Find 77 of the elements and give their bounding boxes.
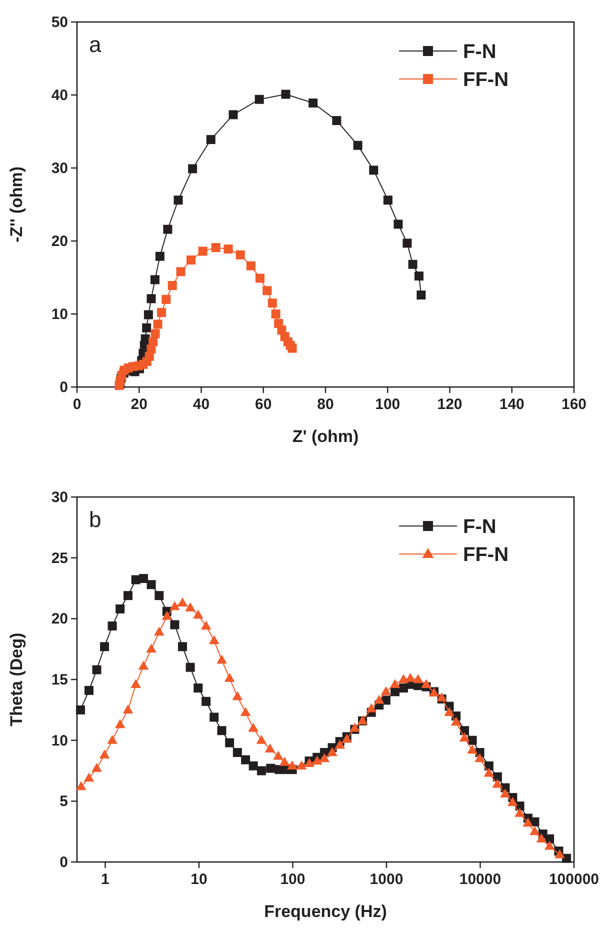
y-tick-label: 0 (60, 379, 68, 396)
point (308, 98, 318, 108)
y-axis-title: Theta (Deg) (7, 632, 26, 726)
y-tick-label: 15 (51, 672, 68, 688)
legend-label: FF-N (463, 69, 509, 91)
x-tick-label: 80 (317, 396, 334, 413)
point (146, 294, 156, 304)
point (271, 310, 280, 318)
point (236, 250, 245, 260)
y-tick-label: 5 (60, 793, 68, 810)
point (153, 320, 162, 329)
point (211, 243, 220, 252)
point (353, 140, 362, 150)
x-axis-title: Z' (ohm) (292, 427, 359, 446)
point (150, 329, 160, 338)
point (224, 244, 233, 254)
point (254, 94, 264, 104)
point (162, 294, 171, 304)
x-tick-label: 100 (280, 871, 306, 888)
x-tick-label: 1000 (370, 871, 404, 888)
x-tick-label: 140 (499, 396, 524, 413)
point (206, 135, 216, 144)
point (188, 164, 198, 174)
x-tick-label: 100000 (548, 871, 600, 888)
point (416, 290, 426, 300)
point (369, 166, 378, 175)
point (262, 286, 272, 296)
y-tick-label: 40 (51, 87, 68, 104)
x-tick-label: 20 (130, 396, 148, 413)
x-tick-label: 10000 (459, 871, 502, 888)
y-axis-title: -Z'' (ohm) (7, 166, 26, 243)
point (408, 260, 418, 269)
point (163, 224, 172, 234)
x-axis-title: Frequency (Hz) (264, 902, 387, 921)
point (246, 261, 256, 270)
y-tick-label: 20 (51, 233, 68, 250)
x-tick-label: 60 (255, 396, 272, 413)
point (168, 281, 177, 290)
y-tick-label: 20 (51, 610, 68, 628)
point (155, 252, 164, 261)
y-tick-label: 50 (51, 14, 68, 31)
point (383, 196, 392, 205)
point (186, 255, 196, 264)
point (174, 196, 183, 205)
point (144, 310, 153, 320)
point (255, 274, 264, 283)
point (332, 116, 342, 126)
legend-label: F-N (463, 41, 496, 63)
x-tick-label: 1 (101, 871, 110, 888)
point (394, 220, 403, 229)
point (176, 267, 186, 276)
y-tick-label: 30 (51, 160, 68, 177)
x-tick-label: 160 (561, 396, 587, 413)
annotation: b (89, 507, 102, 532)
x-tick-label: 100 (375, 396, 400, 413)
point (156, 308, 166, 318)
y-tick-label: 30 (51, 489, 68, 506)
y-tick-label: 10 (51, 306, 68, 323)
point (150, 275, 160, 284)
point (281, 90, 290, 99)
legend-label: F-N (463, 516, 496, 538)
point (198, 246, 208, 256)
legend-label: FF-N (463, 544, 509, 566)
x-tick-label: 10 (190, 871, 208, 888)
point (288, 344, 297, 353)
point (414, 272, 424, 281)
point (142, 323, 152, 332)
point (228, 110, 238, 120)
y-tick-label: 10 (51, 732, 68, 750)
y-tick-label: 0 (60, 854, 68, 871)
annotation: a (89, 32, 102, 57)
x-tick-label: 40 (192, 396, 210, 413)
x-tick-label: 0 (72, 396, 82, 413)
y-tick-label: 25 (51, 550, 68, 567)
x-tick-label: 120 (437, 396, 462, 413)
point (268, 298, 277, 308)
point (402, 238, 412, 248)
